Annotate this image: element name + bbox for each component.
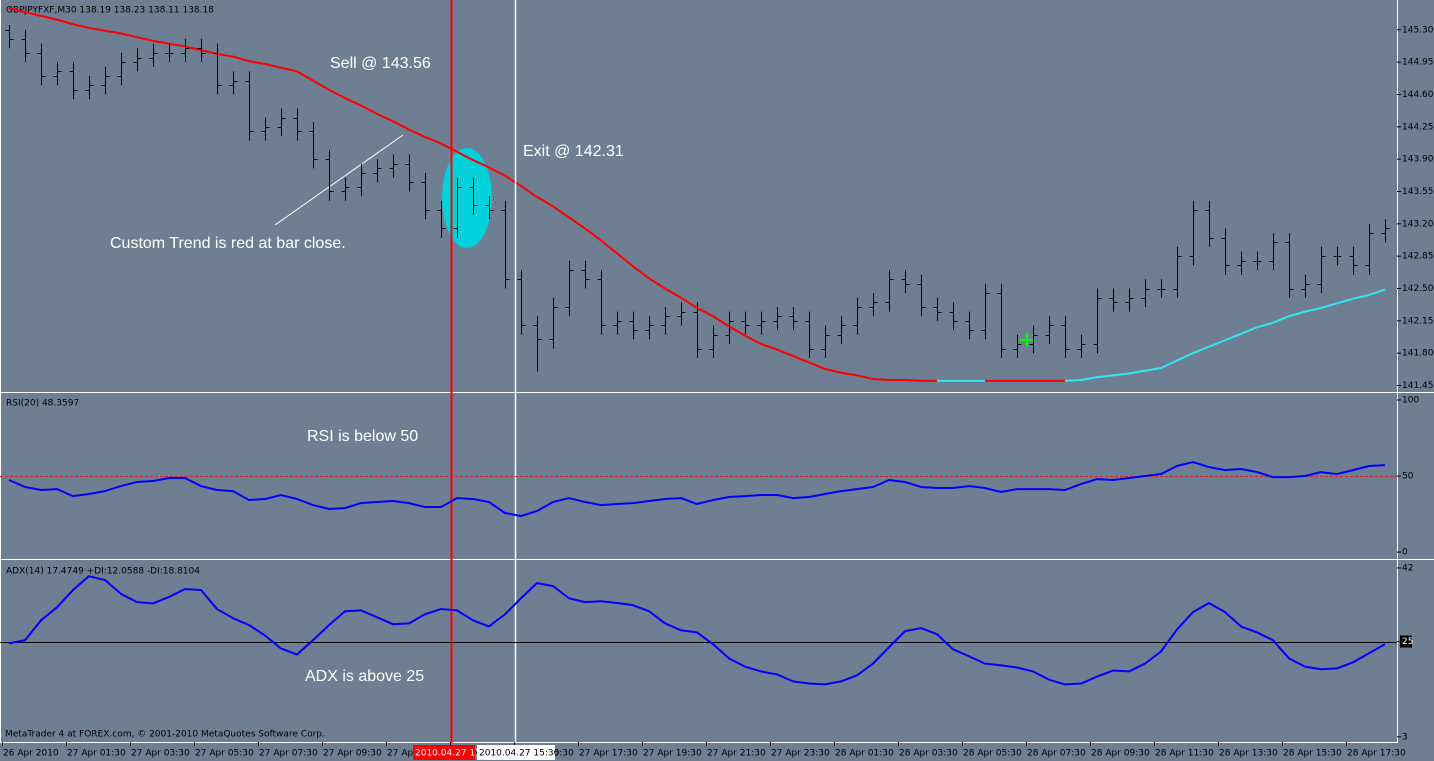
x-tick-label: 27 Apr 09:30: [323, 749, 382, 759]
y-tick-label: 142.15: [1402, 316, 1434, 326]
footer: MetaTrader 4 at FOREX.com, © 2001-2010 M…: [5, 730, 325, 740]
annotation: Exit @ 142.31: [523, 143, 624, 160]
y-tick-label: 142.50: [1402, 284, 1434, 294]
x-tick-label: 28 Apr 05:30: [963, 749, 1022, 759]
y-tick-label: 143.20: [1402, 219, 1434, 229]
y-tick-label: 25: [1402, 637, 1413, 647]
x-tick-label: 28 Apr 17:30: [1347, 749, 1406, 759]
indicator-line: [8, 575, 1386, 686]
x-tick-label: 28 Apr 09:30: [1091, 749, 1150, 759]
x-tick-label: 26 Apr 2010: [3, 749, 59, 759]
x-tick-label: 27 Apr 05:30: [195, 749, 254, 759]
y-tick-label: 141.80: [1402, 349, 1434, 359]
y-tick-label: 141.45: [1402, 381, 1434, 391]
x-tick-label: 27 Apr 19:30: [643, 749, 702, 759]
x-tick-label: 28 Apr 07:30: [1027, 749, 1086, 759]
cursor-label: 2010.04.27 13:: [415, 749, 484, 759]
trend-line: [8, 6, 1065, 382]
pane-title: RSI(20) 48.3597: [6, 399, 79, 409]
x-tick-label: 28 Apr 01:30: [835, 749, 894, 759]
y-tick-label: 145.30: [1402, 25, 1434, 35]
x-tick-label: 27 Apr 23:30: [771, 749, 830, 759]
x-tick-label: 27 Apr 07:30: [259, 749, 318, 759]
x-tick-label: 28 Apr 11:30: [1155, 749, 1214, 759]
indicator-line: [8, 461, 1386, 518]
price-bars: [5, 25, 1390, 372]
y-tick-label: 50: [1402, 472, 1414, 482]
y-tick-label: 143.90: [1402, 155, 1434, 165]
x-tick-label: 27 Apr 03:30: [131, 749, 190, 759]
pane-title: ADX(14) 17.4749 +DI:12.0588 -DI:18.8104: [6, 567, 200, 577]
x-tick-label: 28 Apr 03:30: [899, 749, 958, 759]
annotation: RSI is below 50: [307, 428, 418, 445]
x-tick-label: 27 Apr 17:30: [579, 749, 638, 759]
x-tick-label: 27 Apr 01:30: [67, 749, 126, 759]
annotation: Custom Trend is red at bar close.: [110, 235, 346, 252]
y-tick-label: 142.85: [1402, 252, 1434, 262]
cursor-label-box: [413, 745, 475, 760]
pane-title: GBPJPYFXF,M30 138.19 138.23 138.11 138.1…: [6, 6, 214, 16]
y-tick-label: 144.95: [1402, 58, 1434, 68]
y-tick-label: 42: [1402, 563, 1413, 573]
trend-line: [937, 288, 1386, 382]
y-tick-label: 143.55: [1402, 187, 1434, 197]
x-tick-label: 27 Apr 21:30: [707, 749, 766, 759]
y-tick-label: 144.25: [1402, 122, 1434, 132]
cursor-label: 2010.04.27 15:30: [479, 749, 560, 759]
y-tick-label: 0: [1402, 548, 1408, 558]
x-tick-label: 28 Apr 13:30: [1219, 749, 1278, 759]
annotation: ADX is above 25: [305, 668, 424, 685]
cursor-label-box: [477, 745, 555, 760]
x-tick-label: 28 Apr 15:30: [1283, 749, 1342, 759]
y-tick-box: [1400, 635, 1412, 648]
pointer-line: [274, 134, 404, 226]
y-tick-label: 100: [1402, 395, 1419, 405]
highlight-ellipse: [442, 148, 492, 248]
y-tick-label: 3: [1402, 732, 1408, 742]
crosshair-marker: [1020, 333, 1034, 347]
y-tick-label: 144.60: [1402, 90, 1434, 100]
annotation: Sell @ 143.56: [330, 55, 431, 72]
